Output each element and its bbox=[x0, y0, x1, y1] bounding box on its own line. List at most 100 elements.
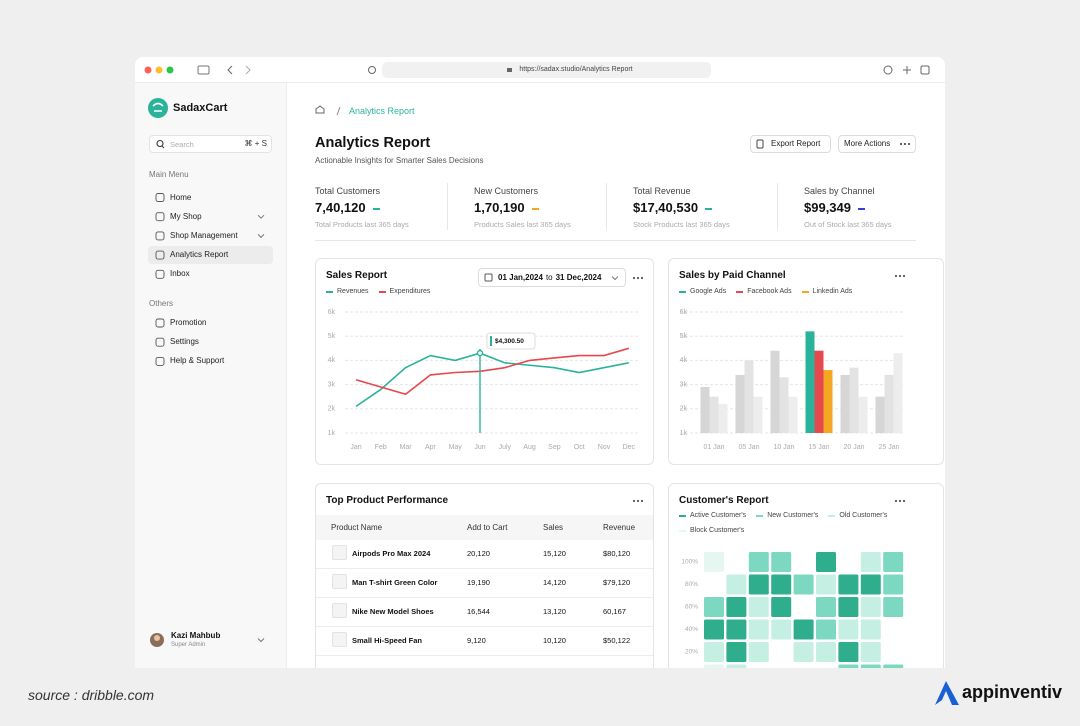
x-tick-label: July bbox=[499, 444, 512, 451]
more-icon bbox=[902, 499, 906, 503]
more-icon bbox=[898, 274, 902, 278]
more-icon bbox=[640, 276, 644, 280]
card-title: Sales Report bbox=[326, 270, 388, 281]
legend-label: Active Customer's bbox=[690, 512, 747, 519]
product-thumbnail bbox=[332, 574, 347, 589]
table-cell: 16,544 bbox=[467, 606, 490, 616]
menu-section-title: Main Menu bbox=[149, 170, 189, 179]
legend-swatch bbox=[378, 290, 386, 294]
table-cell: $80,120 bbox=[603, 548, 631, 558]
search-placeholder: Search bbox=[170, 139, 194, 149]
heatmap-cell bbox=[838, 597, 859, 617]
table-cell: 60,167 bbox=[603, 606, 626, 616]
bar bbox=[875, 396, 885, 433]
more-icon bbox=[640, 499, 644, 503]
page-title: Analytics Report bbox=[315, 134, 431, 151]
menu-icon bbox=[155, 212, 165, 222]
more-icon bbox=[632, 499, 636, 503]
menu-item[interactable]: My Shop bbox=[170, 211, 202, 221]
heatmap-cell bbox=[838, 642, 859, 662]
search-icon bbox=[156, 139, 164, 148]
table-cell: 10,120 bbox=[543, 635, 566, 645]
heatmap-cell bbox=[793, 619, 814, 640]
action-button-label: Export Report bbox=[771, 139, 821, 148]
legend-label: Old Customer's bbox=[839, 512, 888, 519]
stat-note: Stock Products last 365 days bbox=[633, 220, 730, 229]
legend-swatch bbox=[828, 514, 836, 518]
heatmap-cell bbox=[816, 619, 836, 640]
menu-item[interactable]: Inbox bbox=[170, 269, 190, 279]
date-range-part: 01 Jan,2024 bbox=[498, 273, 543, 282]
date-picker[interactable] bbox=[478, 268, 626, 287]
menu-icon bbox=[155, 231, 165, 241]
heatmap-cell bbox=[726, 642, 747, 662]
menu-item[interactable]: Shop Management bbox=[170, 230, 238, 240]
table-cell: Nike New Model Shoes bbox=[352, 606, 434, 616]
bar bbox=[779, 377, 789, 433]
x-tick-label: May bbox=[449, 444, 463, 451]
chevron-icon bbox=[257, 234, 265, 239]
action-button[interactable] bbox=[750, 135, 831, 153]
table-cell: 20,120 bbox=[467, 548, 490, 558]
x-tick-label: Mar bbox=[400, 444, 413, 451]
heatmap-cell bbox=[726, 664, 747, 668]
legend: Google Ads Facebook Ads Linkedin Ads bbox=[679, 287, 919, 297]
legend-swatch bbox=[736, 290, 744, 294]
legend-label: Expenditures bbox=[389, 288, 431, 295]
heatmap-cell bbox=[883, 664, 904, 668]
chevron-icon bbox=[257, 638, 265, 643]
stat-label: Total Revenue bbox=[633, 186, 691, 196]
product-thumbnail bbox=[332, 632, 347, 647]
x-tick-label: 20 Jan bbox=[843, 444, 864, 451]
legend-item: New Customer's bbox=[756, 511, 818, 521]
action-button-label: More Actions bbox=[844, 139, 891, 148]
legend: Revenues Expenditures bbox=[326, 287, 626, 297]
y-tick-label: 4k bbox=[328, 357, 336, 364]
menu-item[interactable]: Promotion bbox=[170, 318, 207, 327]
legend: Active Customer's New Customer's Old Custo… bbox=[679, 511, 904, 536]
more-icon bbox=[636, 276, 640, 280]
heatmap-cell bbox=[726, 574, 747, 595]
menu-icon bbox=[155, 193, 165, 202]
browser-window: 1k 2k 3k 4k 5k 6k Jan Feb Mar Apr May Jun July Aug Sep… bbox=[135, 57, 945, 668]
table-header-cell: Revenue bbox=[603, 522, 636, 532]
stat-trend bbox=[372, 207, 380, 210]
stat-value: $99,349 bbox=[804, 195, 865, 221]
sidebar bbox=[135, 83, 287, 668]
search-shortcut: ⌘ + S bbox=[244, 139, 267, 148]
home-icon bbox=[315, 105, 325, 114]
menu-item[interactable]: Help & Support bbox=[170, 356, 225, 366]
bar bbox=[770, 350, 780, 433]
heatmap-cell bbox=[816, 642, 836, 662]
table-row-divider bbox=[316, 626, 653, 627]
heatmap-cell bbox=[726, 619, 747, 640]
heatmap-cell bbox=[748, 619, 769, 640]
sidebar-toggle-icon bbox=[197, 65, 210, 75]
url-text: https://sadax.studio/Analytics Report bbox=[519, 66, 633, 73]
tooltip-point bbox=[476, 349, 484, 357]
heatmap-cell bbox=[793, 574, 814, 595]
heatmap-cell bbox=[883, 552, 904, 572]
heatmap-cell bbox=[771, 552, 792, 572]
line-series bbox=[355, 352, 629, 408]
heatmap-cell bbox=[704, 619, 724, 640]
card-title: Sales by Paid Channel bbox=[679, 270, 786, 281]
more-icon bbox=[636, 499, 640, 503]
chevron-icon bbox=[611, 276, 619, 281]
action-button[interactable] bbox=[838, 135, 916, 153]
menu-item[interactable]: Home bbox=[170, 192, 192, 202]
menu-item[interactable]: Settings bbox=[170, 337, 199, 347]
x-tick-label: Oct bbox=[574, 444, 585, 451]
y-tick-label: 5k bbox=[328, 333, 336, 340]
menu-section-title: Others bbox=[149, 299, 174, 308]
menu-item[interactable]: Analytics Report bbox=[170, 250, 229, 260]
window-content: 1k 2k 3k 4k 5k 6k Jan Feb Mar Apr May Jun July Aug Sep… bbox=[135, 57, 945, 668]
tooltip-accent bbox=[490, 336, 492, 346]
table-row-divider bbox=[316, 597, 653, 598]
legend-item: Revenues bbox=[326, 287, 369, 297]
more-icon bbox=[902, 274, 906, 278]
x-tick-label: Jun bbox=[474, 444, 485, 451]
tabs-icon bbox=[920, 65, 930, 75]
heatmap-cell bbox=[771, 619, 792, 640]
search-box bbox=[149, 135, 272, 153]
